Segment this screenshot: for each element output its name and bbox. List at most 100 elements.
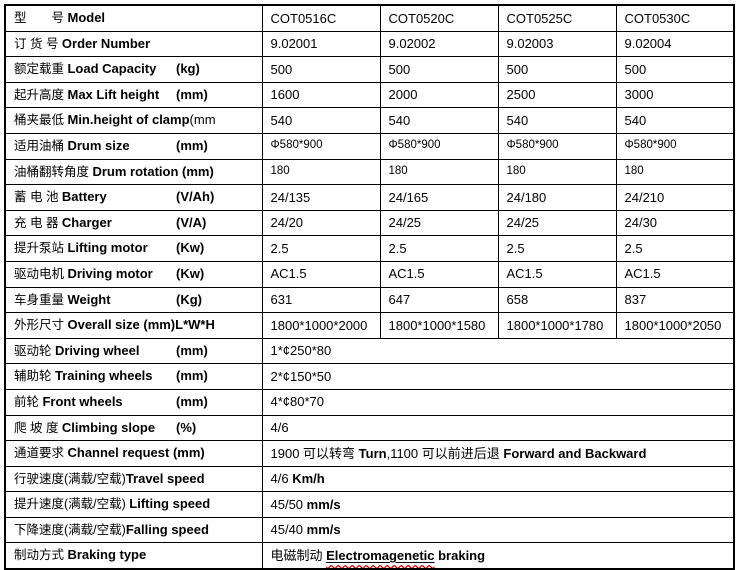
spec-value-cell: 24/135 [261,184,381,211]
spec-text: Drum rotation (mm) [92,163,214,179]
spec-value-cell: 540 [497,107,617,134]
spec-value-cell: 2.5 [615,235,735,262]
spec-value-cell: 647 [379,286,499,314]
spec-row: 车身重量 Weight (Kg) 631 647 658 837 [4,286,735,314]
spec-text: (mm) [176,342,208,358]
spec-value-cell: 1600 [261,81,381,109]
spec-text: Load Capacity [67,61,157,77]
spec-text: (mm) [176,368,208,384]
spec-row: 订 货 号 Order Number 9.02001 9.02002 9.02003 9… [4,30,735,58]
spec-value-cell: 658 [497,286,617,314]
spec-value-cell: 180 [497,158,617,186]
spec-row-label: 充 电 器 Charger (V/A) [4,209,263,237]
spec-row: 下降速度(满载/空载)Falling speed 45/40 mm/s [4,516,735,544]
spec-text: Model [67,10,106,25]
spec-text: Lifting speed [129,496,211,512]
spec-row-label: 额定载重 Load Capacity (kg) [4,56,263,83]
spec-text: 提升泵站 [14,241,68,256]
spec-value-cell: Φ580*900 [261,132,381,160]
spec-text: Travel speed [125,470,205,486]
spec-row-label: 行驶速度(满载/空载)Travel speed [4,465,263,493]
spec-value-cell: 9.02001 [261,30,381,58]
spec-row: 驱动轮 Driving wheel (mm) 1*¢250*80 [4,337,735,365]
spec-value-cell: 180 [379,158,499,186]
spec-text: Drum size [67,137,130,153]
spec-text: 提升速度(满载/空载) [14,497,130,512]
spec-row: 提升泵站 Lifting motor (Kw) 2.5 2.5 2.5 2.5 [4,235,735,262]
spec-value-cell-merged: 电磁制动 Electromagenetic braking [261,542,735,570]
spec-row-label: 驱动电机 Driving motor (Kw) [4,260,263,288]
spec-text: mm/s [306,522,341,538]
spec-value-cell: AC1.5 [379,260,499,288]
spec-value-cell: 1800*1000*2000 [261,312,381,339]
spec-value-cell: COT0516C [261,4,381,32]
spec-value-cell: AC1.5 [497,260,617,288]
spec-text: (Kg) [176,291,202,307]
spec-text: (V/A) [176,214,207,230]
spec-text: 电磁制动 [270,547,327,563]
spec-row-label: 驱动轮 Driving wheel (mm) [4,337,263,365]
spec-value-cell: Φ580*900 [497,132,617,160]
spec-row-label: 订 货 号 Order Number [4,30,263,58]
spec-text: 额定载重 [14,62,68,77]
spec-value-cell: 9.02002 [379,30,499,58]
spec-text: (%) [176,419,197,435]
spec-row: 提升速度(满载/空载) Lifting speed 45/50 mm/s [4,491,735,518]
spec-text: Km/h [292,471,325,487]
spec-row: 蓄 电 池 Battery (V/Ah) 24/135 24/165 24/180 24/… [4,184,735,211]
spec-row-label: 桶夹最低 Min.height of clamp(mm [4,107,263,134]
spec-value-cell: 9.02004 [615,30,735,58]
spec-row-label: 爬 坡 度 Climbing slope (%) [4,414,263,442]
spec-value-cell-merged: 45/40 mm/s [261,516,735,544]
spec-text: 4/6 [270,471,293,487]
spec-value-cell: 2.5 [497,235,617,262]
spec-text: 适用油桶 [14,138,68,153]
spec-text: 1900 可以转弯 [270,445,359,461]
spec-value-cell: AC1.5 [615,260,735,288]
spec-value-cell: 24/25 [497,209,617,237]
spec-value-cell: 24/165 [379,184,499,211]
spec-row: 额定载重 Load Capacity (kg) 500 500 500 500 [4,56,735,83]
spec-row-label: 制动方式 Braking type [4,542,263,570]
spec-value-cell: 2000 [379,81,499,109]
spec-row: 外形尺寸 Overall size (mm)L*W*H 1800*1000*200… [4,312,735,339]
spec-text: 起升高度 [14,87,68,102]
spec-row-label: 油桶翻转角度 Drum rotation (mm) [4,158,263,186]
spec-row-label: 适用油桶 Drum size (mm) [4,132,263,160]
spec-row: 行驶速度(满载/空载)Travel speed 4/6 Km/h [4,465,735,493]
spec-value-cell: 1800*1000*1580 [379,312,499,339]
spec-text: Min.height of clamp [67,112,190,128]
spec-text: (kg) [176,61,200,77]
spec-text: 制动方式 [14,548,68,563]
spec-value-cell: Φ580*900 [615,132,735,160]
spec-value-cell: 2.5 [261,235,381,262]
misspelled-word: Electromagenetic [326,548,434,563]
spec-row: 通道要求 Channel request (mm) 1900 可以转弯 Turn,… [4,440,735,467]
spec-text: Charger [61,214,112,230]
spec-row-label: 起升高度 Max Lift height (mm) [4,81,263,109]
spec-text: (Kw) [176,265,205,281]
spec-value-cell-merged: 4*¢80*70 [261,388,735,416]
spec-text: 辅助轮 [14,369,55,384]
spec-value-cell: 500 [497,56,617,83]
spec-text: 2*¢150*50 [270,368,332,384]
spec-row-label: 型 号 Model [4,4,263,32]
spec-value-cell: 500 [261,56,381,83]
spec-value-cell-merged: 2*¢150*50 [261,363,735,390]
spec-text: 油桶翻转角度 [14,164,93,179]
spec-text: ,1100 可以前进后退 [386,445,504,461]
spec-value-cell: 24/25 [379,209,499,237]
spec-text: 桶夹最低 [14,113,68,128]
spec-text: Turn [358,445,387,461]
spec-value-cell-merged: 1*¢250*80 [261,337,735,365]
spec-text: Falling speed [125,521,209,537]
spec-value-cell: 180 [615,158,735,186]
spec-row: 制动方式 Braking type 电磁制动 Electromagenetic b… [4,542,735,570]
spec-text: Overall size (mm)L*W*H [67,317,215,333]
spec-text: 蓄 电 池 [14,190,62,205]
spec-text: Battery [61,189,107,205]
spec-row-label: 提升泵站 Lifting motor (Kw) [4,235,263,262]
spec-text: Training wheels [54,368,153,384]
spec-row: 充 电 器 Charger (V/A) 24/20 24/25 24/25 24/30 [4,209,735,237]
spec-text: 1*¢250*80 [270,343,332,359]
